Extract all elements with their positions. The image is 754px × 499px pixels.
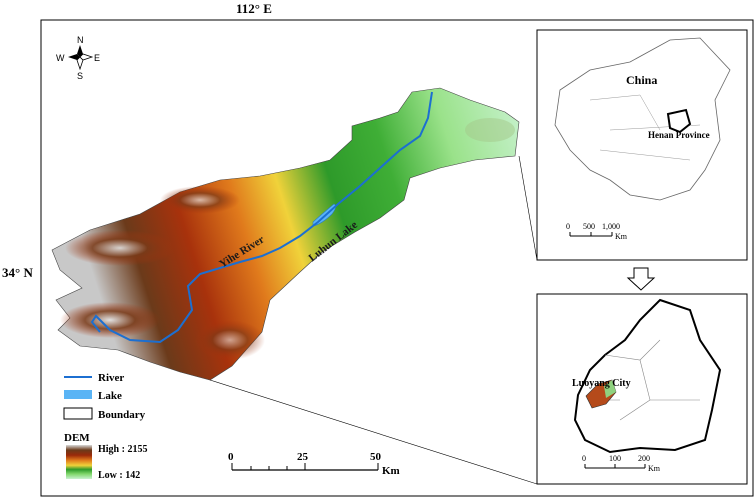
scale-bar: 0 25 50 Km	[228, 451, 400, 477]
scale-tick-50: 50	[370, 451, 382, 463]
henan-province-label: Henan Province	[648, 130, 710, 140]
legend: River Lake Boundary DEM High : 2155 Low …	[63, 372, 147, 481]
dem-watershed	[51, 87, 520, 381]
china-inset: China Henan Province 0 500 1,000 Km	[536, 29, 748, 261]
compass-east: E	[94, 53, 100, 63]
china-scale-0: 0	[566, 222, 570, 231]
china-label: China	[626, 73, 657, 87]
legend-lake-label: Lake	[98, 390, 122, 402]
down-arrow-icon	[626, 267, 656, 291]
main-map-frame	[40, 19, 754, 497]
legend-dem-high: High : 2155	[98, 444, 147, 455]
compass-north: N	[77, 35, 84, 45]
compass-icon: N S E W	[56, 35, 100, 81]
henan-highlight	[666, 108, 692, 134]
longitude-label: 112° E	[236, 1, 272, 16]
legend-dem-low: Low : 142	[98, 470, 140, 481]
henan-scale-200: 200	[638, 454, 650, 463]
latitude-label: 34° N	[2, 265, 33, 280]
china-scale-500: 500	[583, 222, 595, 231]
compass-south: S	[77, 71, 83, 81]
henan-scale-unit: Km	[648, 464, 661, 473]
legend-boundary-label: Boundary	[98, 409, 146, 421]
china-scale-1000: 1,000	[602, 222, 620, 231]
river-line	[90, 91, 433, 344]
henan-inset: Luoyang City 0 100 200 Km	[536, 293, 748, 485]
legend-river-label: River	[98, 372, 124, 384]
legend-dem-title: DEM	[64, 432, 90, 444]
henan-scale-0: 0	[582, 454, 586, 463]
compass-west: W	[56, 53, 65, 63]
scale-tick-0: 0	[228, 451, 234, 463]
legend-dem-ramp	[66, 445, 92, 479]
china-scale-unit: Km	[615, 232, 628, 241]
scale-unit: Km	[382, 465, 400, 477]
luoyang-label: Luoyang City	[572, 378, 631, 389]
legend-lake-swatch	[64, 390, 92, 399]
legend-boundary-swatch	[63, 407, 93, 420]
scale-tick-25: 25	[297, 451, 309, 463]
henan-scale-100: 100	[609, 454, 621, 463]
